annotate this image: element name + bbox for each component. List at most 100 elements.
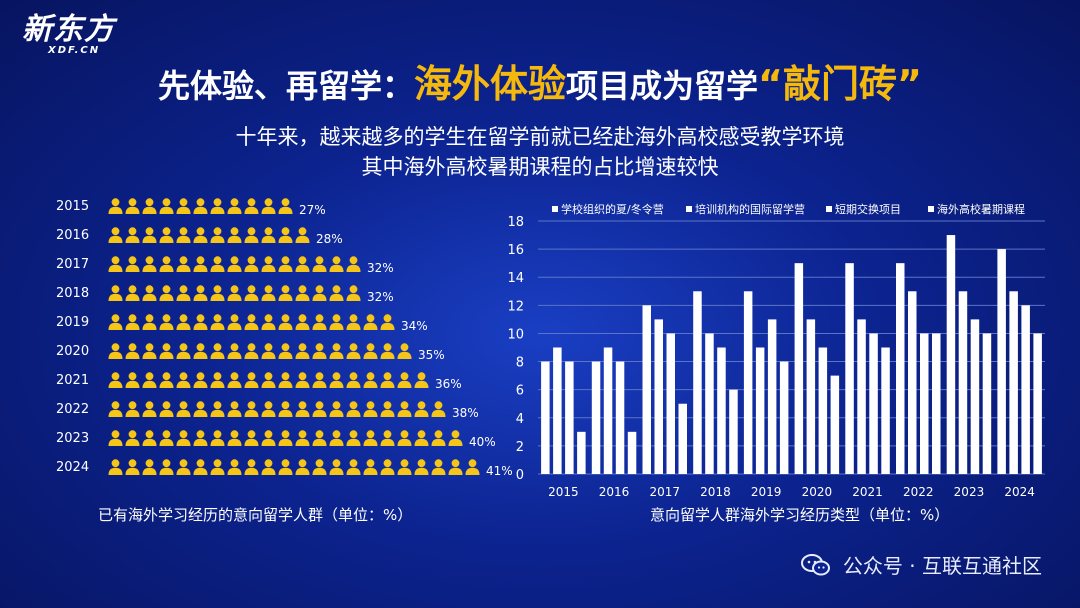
person-icon bbox=[414, 430, 429, 446]
person-icon bbox=[108, 256, 123, 272]
logo-text: 新东方 bbox=[22, 12, 115, 47]
person-icon bbox=[431, 459, 446, 475]
pictograph-value-label: 36% bbox=[435, 377, 462, 391]
x-tick-label: 2021 bbox=[852, 485, 883, 499]
person-icon bbox=[159, 285, 174, 301]
bar bbox=[970, 319, 980, 474]
person-icon bbox=[312, 401, 327, 417]
person-icon bbox=[312, 256, 327, 272]
person-icon bbox=[159, 314, 174, 330]
person-icon bbox=[244, 285, 259, 301]
bar bbox=[577, 431, 586, 474]
bar bbox=[779, 361, 789, 474]
pictograph-row: 2021 36% bbox=[40, 370, 462, 391]
person-icon bbox=[210, 430, 225, 446]
pictograph-icons bbox=[108, 372, 431, 388]
person-icon bbox=[125, 343, 140, 359]
pictograph-year-label: 2018 bbox=[56, 285, 90, 301]
person-icon bbox=[397, 401, 412, 417]
bar bbox=[997, 249, 1006, 474]
bar bbox=[857, 319, 866, 474]
pictograph-row: 2022 38% bbox=[40, 399, 479, 420]
person-icon bbox=[448, 430, 463, 446]
person-icon bbox=[329, 256, 344, 272]
person-icon bbox=[108, 314, 123, 330]
person-icon bbox=[159, 343, 174, 359]
pictograph-value-label: 28% bbox=[316, 232, 343, 246]
person-icon bbox=[176, 401, 191, 417]
person-icon bbox=[159, 227, 174, 243]
bar bbox=[603, 347, 613, 474]
person-icon bbox=[329, 459, 344, 475]
person-icon bbox=[193, 459, 208, 475]
pictograph-year-label: 2015 bbox=[56, 198, 90, 214]
person-icon bbox=[295, 314, 310, 330]
y-tick-label: 0 bbox=[516, 468, 524, 483]
person-icon bbox=[142, 285, 157, 301]
person-icon bbox=[142, 314, 157, 330]
pictograph-year-label: 2020 bbox=[56, 343, 90, 359]
person-icon bbox=[261, 314, 276, 330]
legend-swatch bbox=[552, 206, 558, 212]
person-icon bbox=[193, 227, 208, 243]
bar bbox=[678, 403, 687, 474]
person-icon bbox=[108, 459, 123, 475]
person-icon bbox=[431, 401, 446, 417]
person-icon bbox=[108, 285, 123, 301]
legend-label: 短期交换项目 bbox=[835, 202, 901, 216]
bar bbox=[541, 361, 550, 474]
bar bbox=[627, 431, 637, 474]
person-icon bbox=[278, 401, 293, 417]
bar bbox=[806, 319, 816, 474]
footer-text: 公众号 · 互联互通社区 bbox=[842, 554, 1042, 578]
y-tick-label: 14 bbox=[507, 271, 524, 286]
person-icon bbox=[346, 256, 361, 272]
person-icon bbox=[244, 314, 259, 330]
person-icon bbox=[244, 430, 259, 446]
person-icon bbox=[465, 459, 480, 475]
person-icon bbox=[278, 430, 293, 446]
legend-swatch bbox=[686, 206, 692, 212]
person-icon bbox=[176, 343, 191, 359]
y-tick-label: 18 bbox=[507, 215, 524, 230]
pictograph-icons bbox=[108, 314, 397, 330]
pictograph-value-label: 32% bbox=[367, 261, 394, 275]
pictograph-year-label: 2023 bbox=[56, 430, 90, 446]
y-tick-label: 10 bbox=[507, 327, 524, 342]
pictograph-row: 2019 34% bbox=[40, 312, 428, 333]
person-icon bbox=[108, 372, 123, 388]
x-tick-label: 2015 bbox=[548, 485, 579, 499]
person-icon bbox=[261, 430, 276, 446]
person-icon bbox=[346, 314, 361, 330]
pictograph-year-label: 2019 bbox=[56, 314, 90, 330]
person-icon bbox=[210, 372, 225, 388]
person-icon bbox=[125, 227, 140, 243]
person-icon bbox=[346, 459, 361, 475]
bar bbox=[932, 333, 941, 474]
page-title: 先体验、再留学：海外体验项目成为留学“敲门砖” bbox=[0, 62, 1080, 108]
person-icon bbox=[261, 285, 276, 301]
logo-domain: XDF.CN bbox=[48, 45, 101, 56]
person-icon bbox=[397, 430, 412, 446]
person-icon bbox=[227, 343, 242, 359]
person-icon bbox=[431, 430, 446, 446]
pictograph-value-label: 34% bbox=[401, 319, 428, 333]
person-icon bbox=[363, 314, 378, 330]
person-icon bbox=[295, 401, 310, 417]
bar bbox=[1009, 291, 1018, 474]
bar bbox=[958, 291, 968, 474]
xdf-logo: 新东方 XDF.CN bbox=[22, 14, 115, 56]
person-icon bbox=[227, 401, 242, 417]
bar bbox=[693, 291, 702, 474]
subtitle-line-2: 其中海外高校暑期课程的占比增速较快 bbox=[361, 155, 719, 179]
person-icon bbox=[159, 198, 174, 214]
pictograph-value-label: 40% bbox=[469, 435, 496, 449]
footer: 公众号 · 互联互通社区 bbox=[800, 550, 1042, 579]
person-icon bbox=[261, 343, 276, 359]
person-icon bbox=[380, 314, 395, 330]
person-icon bbox=[261, 401, 276, 417]
person-icon bbox=[329, 314, 344, 330]
person-icon bbox=[142, 227, 157, 243]
y-tick-label: 16 bbox=[507, 243, 524, 258]
pictograph-row: 2015 27% bbox=[40, 196, 326, 217]
